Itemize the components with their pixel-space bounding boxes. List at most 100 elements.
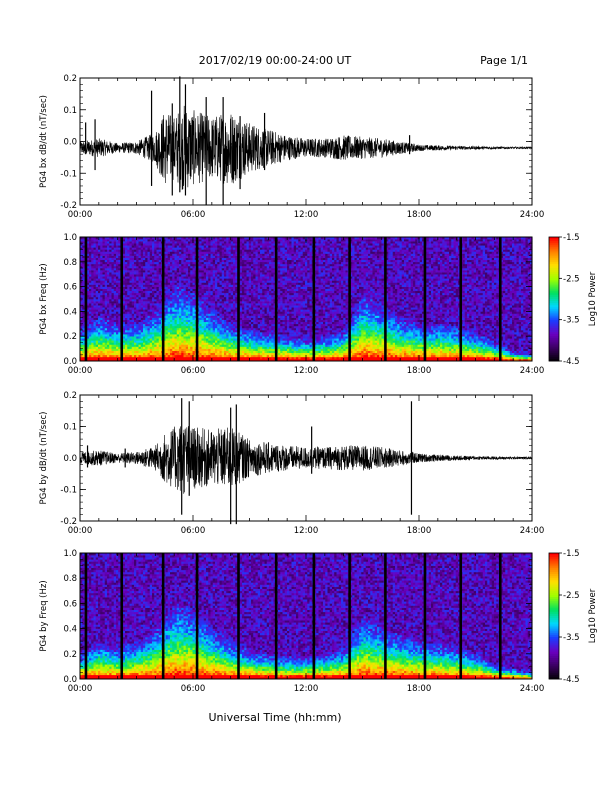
heatmap-cell: [247, 287, 250, 289]
heatmap-cell: [152, 330, 155, 332]
heatmap-cell: [217, 278, 220, 280]
heatmap-cell: [166, 282, 169, 284]
heatmap-cell: [125, 326, 128, 328]
heatmap-cell: [213, 291, 216, 293]
heatmap-cell: [96, 351, 99, 353]
heatmap-cell: [127, 270, 130, 272]
heatmap-cell: [211, 320, 214, 322]
y-tick-label: 0.1: [63, 106, 77, 116]
heatmap-cell: [134, 289, 137, 291]
heatmap-cell: [213, 342, 216, 344]
heatmap-cell: [244, 258, 247, 260]
heatmap-cell: [96, 309, 99, 311]
heatmap-cell: [107, 254, 110, 256]
heatmap-cell: [251, 274, 254, 276]
heatmap-cell: [98, 336, 101, 338]
heatmap-cell: [206, 357, 209, 359]
heatmap-cell: [143, 256, 146, 258]
heatmap-cell: [217, 309, 220, 311]
heatmap-cell: [215, 295, 218, 297]
heatmap-cell: [152, 342, 155, 344]
heatmap-cell: [103, 274, 106, 276]
heatmap-cell: [170, 256, 173, 258]
heatmap-cell: [204, 247, 207, 249]
heatmap-cell: [145, 349, 148, 351]
heatmap-cell: [96, 301, 99, 303]
heatmap-cell: [179, 239, 182, 241]
heatmap-cell: [100, 289, 103, 291]
heatmap-cell: [132, 334, 135, 336]
heatmap-cell: [145, 266, 148, 268]
heatmap-cell: [166, 307, 169, 309]
heatmap-cell: [188, 328, 191, 330]
heatmap-cell: [105, 285, 108, 287]
heatmap-cell: [217, 347, 220, 349]
heatmap-cell: [109, 254, 112, 256]
heatmap-cell: [107, 291, 110, 293]
heatmap-cell: [154, 342, 157, 344]
heatmap-cell: [98, 342, 101, 344]
heatmap-cell: [100, 326, 103, 328]
heatmap-cell: [127, 287, 130, 289]
heatmap-cell: [125, 328, 128, 330]
heatmap-cell: [168, 239, 171, 241]
heatmap-cell: [247, 262, 250, 264]
heatmap-cell: [145, 278, 148, 280]
heatmap-cell: [145, 324, 148, 326]
heatmap-cell: [175, 349, 178, 351]
heatmap-cell: [132, 247, 135, 249]
heatmap-cell: [184, 330, 187, 332]
heatmap-cell: [215, 243, 218, 245]
heatmap-cell: [251, 295, 254, 297]
heatmap-cell: [258, 324, 261, 326]
heatmap-cell: [202, 278, 205, 280]
heatmap-cell: [233, 326, 236, 328]
heatmap-cell: [107, 311, 110, 313]
heatmap-cell: [244, 291, 247, 293]
heatmap-cell: [116, 287, 119, 289]
heatmap-cell: [125, 309, 128, 311]
heatmap-cell: [143, 309, 146, 311]
heatmap-cell: [118, 330, 121, 332]
heatmap-cell: [125, 349, 128, 351]
heatmap-cell: [249, 243, 252, 245]
heatmap-cell: [242, 268, 245, 270]
heatmap-cell: [177, 347, 180, 349]
heatmap-cell: [125, 324, 128, 326]
heatmap-cell: [258, 245, 261, 247]
heatmap-cell: [251, 241, 254, 243]
heatmap-cell: [249, 347, 252, 349]
heatmap-cell: [188, 276, 191, 278]
heatmap-cell: [82, 256, 85, 258]
heatmap-cell: [100, 301, 103, 303]
heatmap-cell: [109, 241, 112, 243]
heatmap-cell: [224, 299, 227, 301]
heatmap-cell: [208, 251, 211, 253]
heatmap-cell: [139, 256, 142, 258]
heatmap-cell: [150, 291, 153, 293]
heatmap-cell: [105, 309, 108, 311]
heatmap-cell: [247, 322, 250, 324]
heatmap-cell: [231, 245, 234, 247]
heatmap-cell: [186, 276, 189, 278]
heatmap-cell: [256, 322, 259, 324]
heatmap-cell: [125, 303, 128, 305]
heatmap-cell: [215, 309, 218, 311]
heatmap-cell: [217, 357, 220, 359]
heatmap-cell: [242, 301, 245, 303]
heatmap-cell: [177, 249, 180, 251]
heatmap-cell: [193, 353, 196, 355]
heatmap-cell: [186, 266, 189, 268]
heatmap-cell: [229, 334, 232, 336]
heatmap-cell: [154, 247, 157, 249]
heatmap-cell: [166, 355, 169, 357]
heatmap-cell: [132, 336, 135, 338]
heatmap-cell: [186, 311, 189, 313]
heatmap-cell: [114, 297, 117, 299]
heatmap-cell: [139, 303, 142, 305]
heatmap-cell: [116, 318, 119, 320]
heatmap-cell: [188, 340, 191, 342]
heatmap-cell: [154, 328, 157, 330]
heatmap-cell: [148, 336, 151, 338]
